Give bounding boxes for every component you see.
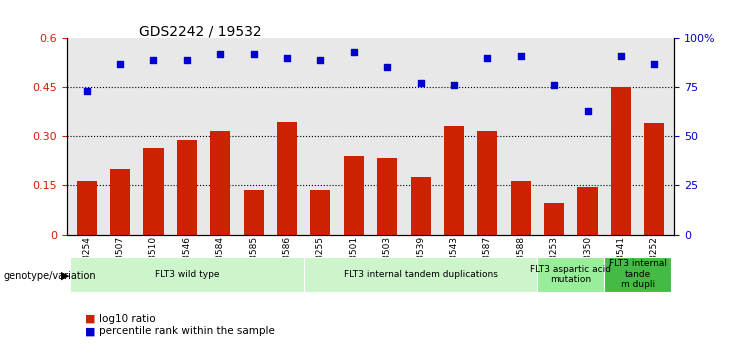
Point <box>515 53 527 58</box>
Bar <box>144 148 164 235</box>
Text: percentile rank within the sample: percentile rank within the sample <box>99 326 274 336</box>
Point <box>615 53 627 58</box>
Bar <box>110 169 130 235</box>
Point <box>314 57 326 62</box>
Text: ■: ■ <box>85 326 96 336</box>
Text: ▶: ▶ <box>61 271 69 281</box>
Bar <box>611 87 631 235</box>
Point <box>648 61 660 66</box>
Point <box>582 108 594 114</box>
Bar <box>210 131 230 235</box>
Bar <box>604 257 671 292</box>
Point <box>482 55 494 60</box>
Bar <box>377 158 397 235</box>
Bar <box>244 190 264 235</box>
Bar <box>511 180 531 235</box>
Bar <box>544 204 564 235</box>
Point <box>382 65 393 70</box>
Text: FLT3 internal
tande
m dupli: FLT3 internal tande m dupli <box>608 259 667 289</box>
Bar <box>444 126 464 235</box>
Point <box>548 82 560 88</box>
Bar <box>477 131 497 235</box>
Point <box>247 51 259 57</box>
Text: ■: ■ <box>85 314 96 324</box>
Bar <box>177 139 197 235</box>
Point <box>214 51 226 57</box>
Point <box>147 57 159 62</box>
Point <box>114 61 126 66</box>
Point <box>348 49 359 55</box>
Bar <box>537 257 604 292</box>
Bar <box>70 257 304 292</box>
Bar <box>411 177 431 235</box>
Bar <box>77 180 97 235</box>
Point <box>448 82 460 88</box>
Bar <box>644 123 664 235</box>
Text: genotype/variation: genotype/variation <box>4 271 96 281</box>
Bar <box>344 156 364 235</box>
Text: GDS2242 / 19532: GDS2242 / 19532 <box>139 24 262 38</box>
Bar <box>310 190 330 235</box>
Text: FLT3 internal tandem duplications: FLT3 internal tandem duplications <box>344 270 497 279</box>
Bar <box>577 187 597 235</box>
Point <box>181 57 193 62</box>
Bar <box>277 121 297 235</box>
Text: log10 ratio: log10 ratio <box>99 314 155 324</box>
Point <box>415 80 427 86</box>
Point <box>81 88 93 94</box>
Text: FLT3 wild type: FLT3 wild type <box>155 270 219 279</box>
Bar <box>304 257 537 292</box>
Text: FLT3 aspartic acid
mutation: FLT3 aspartic acid mutation <box>531 265 611 284</box>
Point <box>281 55 293 60</box>
